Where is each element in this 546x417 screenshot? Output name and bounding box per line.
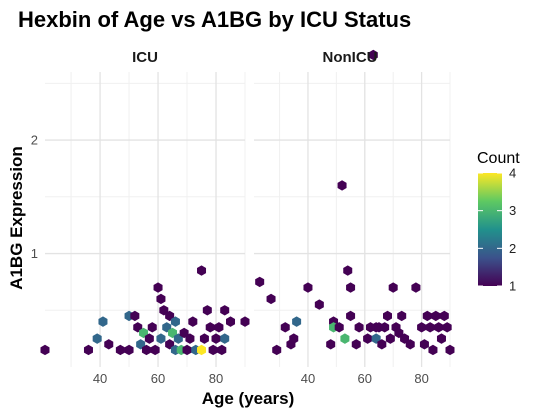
hexbin-cell (272, 344, 282, 356)
hexbin-cell (208, 344, 218, 356)
hexbin-cell (428, 344, 438, 356)
y-axis-title: A1BG Expression (7, 146, 26, 290)
legend-tick-label: 4 (509, 166, 516, 181)
hexbin-cell (363, 333, 373, 344)
hexbin-cell (397, 310, 407, 322)
panel-label-icu: ICU (132, 49, 158, 66)
hexbin-cell (377, 339, 387, 350)
y-tick-label: 1 (31, 246, 38, 261)
hexbin-cell (445, 344, 455, 356)
y-tick-label: 2 (31, 133, 38, 148)
hexbin-cell (343, 265, 353, 276)
x-tick-label: 40 (301, 371, 315, 386)
hexbin-cell (199, 333, 209, 344)
legend-ticks: 1 2 3 4 (478, 166, 516, 294)
x-tick-label: 60 (151, 371, 165, 386)
hexbin-cell (197, 265, 207, 276)
hexbin-cell (289, 333, 299, 344)
x-tick-label: 80 (209, 371, 223, 386)
legend-tick-label: 1 (509, 279, 516, 294)
hexbin-cell (326, 339, 336, 350)
hexbin-cell (182, 344, 192, 356)
hexbin-cell (220, 333, 230, 344)
hexbin-cell (150, 344, 160, 356)
hexbin-cell (141, 344, 151, 356)
hexbin-cell (220, 305, 230, 316)
hexbin-cell (156, 333, 166, 344)
hexbin-cell (130, 310, 140, 322)
hexbin-cell (205, 322, 215, 333)
hexbin-cell (153, 282, 163, 293)
hexbin-cell (240, 316, 250, 327)
hexbin-cell (346, 282, 356, 293)
hexbin-cell (351, 339, 361, 350)
hexbin-cell (314, 299, 324, 310)
hexbin-cell (346, 310, 356, 322)
color-legend: Count 1 2 3 4 (477, 150, 520, 294)
legend-tick-label: 2 (509, 241, 516, 256)
hexbin-cell (405, 339, 415, 350)
legend-colorbar (478, 173, 502, 286)
hexbin-cell (197, 344, 207, 356)
hexbin-cell (124, 344, 134, 356)
hexbin-cell (417, 322, 427, 333)
x-tick-label: 80 (414, 371, 428, 386)
hexbin-cell (425, 322, 435, 333)
panel-label-nonicu: NonICU (323, 49, 378, 66)
hexbin-cell (104, 339, 114, 350)
hexbin-cell (214, 322, 224, 333)
y-axis-ticks: 12 (31, 133, 38, 261)
hexbin-cell (388, 282, 398, 293)
hexbin-cell (226, 316, 236, 327)
x-axis-title: Age (years) (202, 389, 295, 408)
hexbin-cell (156, 293, 166, 305)
hexbin-cell (188, 316, 198, 327)
hexbin-cell (434, 322, 444, 333)
hexbin-cell (202, 305, 212, 316)
hexbin-cell (385, 333, 395, 344)
hexbin-cell (340, 333, 350, 344)
hexbin-cell (334, 322, 344, 333)
legend-title: Count (477, 150, 520, 167)
hexbin-cell (147, 322, 157, 333)
hexbin-cell (354, 322, 364, 333)
hexbin-cell (380, 322, 390, 333)
hexbin-cell (439, 310, 449, 322)
panel-nonicu (254, 49, 455, 367)
hexbin-cell (280, 322, 290, 333)
hexbin-cell (442, 322, 452, 333)
hexbin-cell (40, 344, 50, 356)
hexbin-cell (436, 333, 446, 344)
hexbin-cell (185, 333, 195, 344)
hexbin-cell (431, 310, 441, 322)
panel-icu (40, 72, 250, 367)
hexbin-cell (419, 339, 429, 350)
hexbin-cell (217, 344, 227, 356)
hexbin-cell (211, 333, 221, 344)
x-tick-label: 40 (93, 371, 107, 386)
legend-tick-label: 3 (509, 203, 516, 218)
hexbin-cell (115, 344, 125, 356)
hexbin-cell (255, 276, 265, 288)
hexbin-cell (368, 49, 378, 61)
hexbin-cell (411, 282, 421, 293)
hexbin-cell (337, 180, 347, 191)
hexbin-cell (83, 344, 93, 356)
hexbin-cell (170, 316, 180, 327)
hexbin-cell (292, 316, 302, 327)
x-axis-ticks: 40 60 80 40 60 80 (93, 371, 429, 386)
hexbin-cell (383, 310, 393, 322)
hexbin-cell (422, 310, 432, 322)
hexbin-cell (266, 293, 276, 305)
hexbin-cell (144, 333, 154, 344)
hexbin-cell (303, 282, 313, 293)
hexbin-cell (92, 333, 102, 344)
x-tick-label: 60 (358, 371, 372, 386)
hexbin-cell (98, 316, 108, 327)
chart-title: Hexbin of Age vs A1BG by ICU Status (18, 7, 411, 32)
